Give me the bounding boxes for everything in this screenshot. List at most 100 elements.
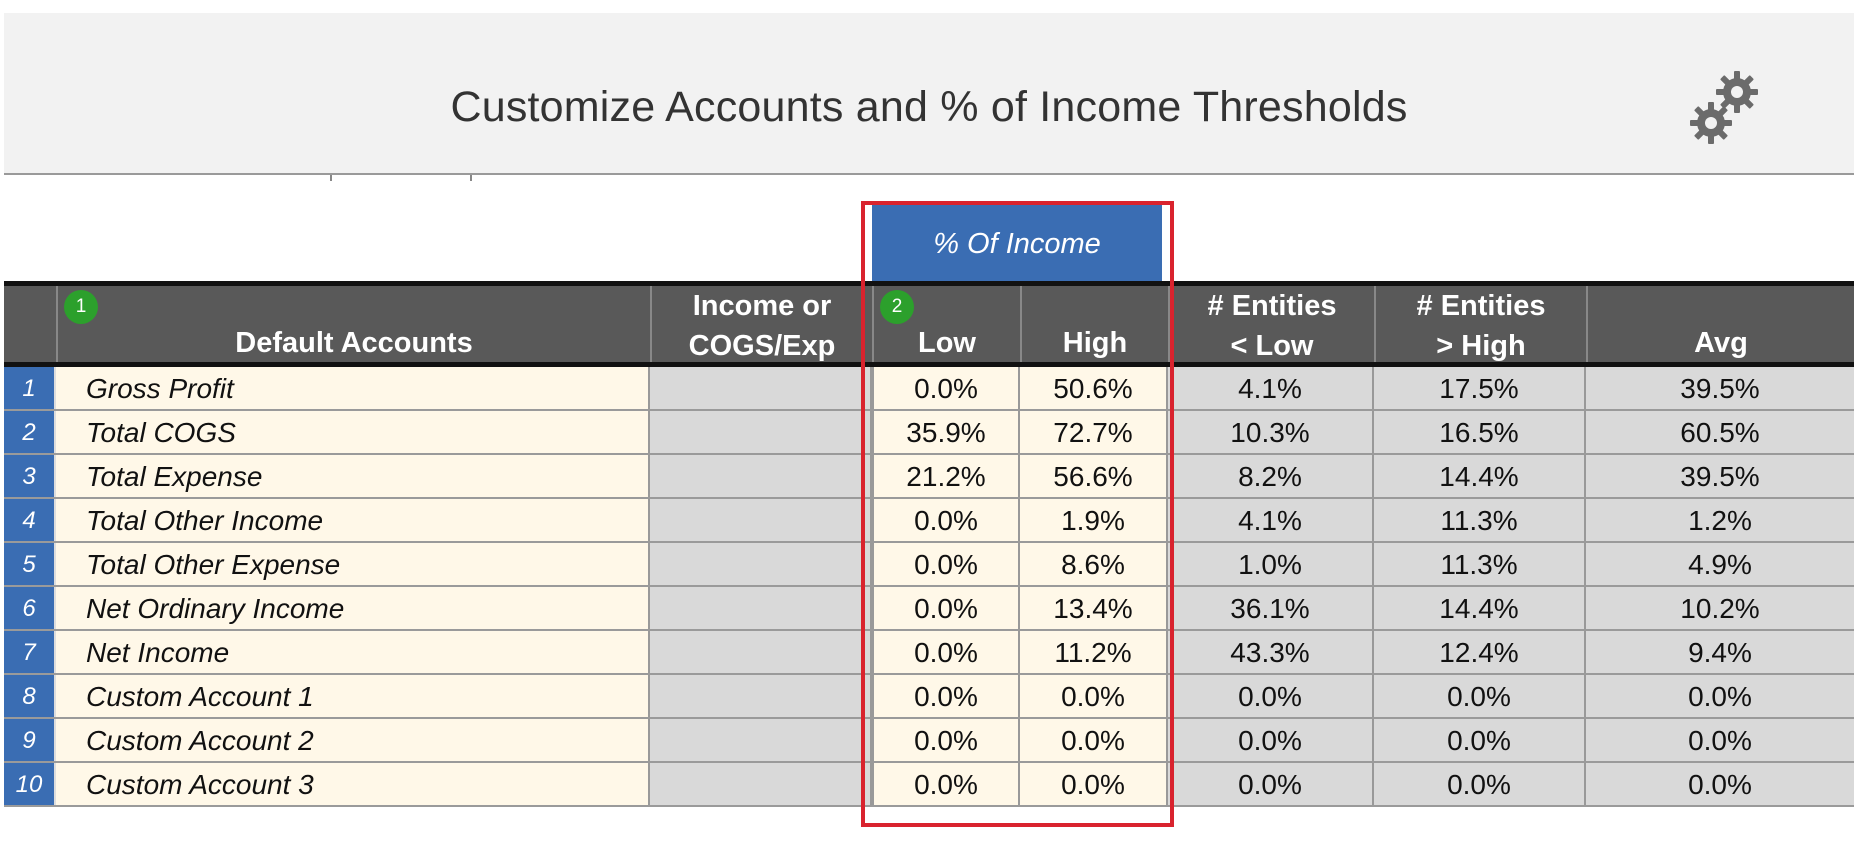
income-type-cell[interactable]	[650, 763, 872, 805]
header-tick-mark	[470, 175, 472, 181]
high-threshold-cell[interactable]: 50.6%	[1020, 367, 1168, 409]
row-number: 2	[4, 411, 56, 453]
page-title: Customize Accounts and % of Income Thres…	[450, 83, 1408, 131]
entities-above-high-cell: 14.4%	[1374, 455, 1586, 497]
row-number: 10	[4, 763, 56, 805]
table-row: 5 Total Other Expense 0.0% 8.6% 1.0% 11.…	[4, 543, 1854, 587]
header-high-label: High	[1062, 327, 1128, 359]
low-threshold-cell[interactable]: 0.0%	[872, 763, 1020, 805]
header-entities-high: # Entities > High	[1374, 286, 1586, 363]
header-entities-low-line1: # Entities	[1207, 290, 1337, 322]
header-bottom-border	[4, 362, 1854, 367]
income-type-cell[interactable]	[650, 499, 872, 541]
account-name-cell[interactable]: Gross Profit	[56, 367, 650, 409]
entities-above-high-cell: 11.3%	[1374, 499, 1586, 541]
avg-cell: 0.0%	[1586, 675, 1854, 717]
entities-above-high-cell: 0.0%	[1374, 675, 1586, 717]
high-threshold-cell[interactable]: 0.0%	[1020, 675, 1168, 717]
income-type-cell[interactable]	[650, 719, 872, 761]
pct-of-income-header: % Of Income	[872, 205, 1162, 283]
account-name-cell[interactable]: Net Income	[56, 631, 650, 673]
table-top-border	[4, 281, 1854, 286]
account-name-cell[interactable]: Net Ordinary Income	[56, 587, 650, 629]
header-low: 2 Low	[872, 286, 1020, 363]
account-name-cell[interactable]: Custom Account 2	[56, 719, 650, 761]
avg-cell: 0.0%	[1586, 763, 1854, 805]
account-name-cell[interactable]: Total Other Expense	[56, 543, 650, 585]
header-avg: Avg	[1586, 286, 1854, 363]
high-threshold-cell[interactable]: 13.4%	[1020, 587, 1168, 629]
step-badge-1: 1	[64, 290, 98, 324]
table-row: 8 Custom Account 1 0.0% 0.0% 0.0% 0.0% 0…	[4, 675, 1854, 719]
row-number: 5	[4, 543, 56, 585]
avg-cell: 9.4%	[1586, 631, 1854, 673]
header-entities-low-line2: < Low	[1230, 330, 1314, 362]
account-name-cell[interactable]: Custom Account 3	[56, 763, 650, 805]
low-threshold-cell[interactable]: 0.0%	[872, 543, 1020, 585]
low-threshold-cell[interactable]: 0.0%	[872, 499, 1020, 541]
row-number: 9	[4, 719, 56, 761]
header-income-or-cogs-line2: COGS/Exp	[688, 330, 836, 362]
high-threshold-cell[interactable]: 1.9%	[1020, 499, 1168, 541]
header-entities-high-line1: # Entities	[1416, 290, 1546, 322]
low-threshold-cell[interactable]: 0.0%	[872, 587, 1020, 629]
header-default-accounts-label: Default Accounts	[235, 327, 473, 359]
header-low-label: Low	[918, 327, 976, 359]
income-type-cell[interactable]	[650, 587, 872, 629]
account-name-cell[interactable]: Total COGS	[56, 411, 650, 453]
row-number: 7	[4, 631, 56, 673]
low-threshold-cell[interactable]: 21.2%	[872, 455, 1020, 497]
header-income-or-cogs-line1: Income or	[692, 290, 832, 322]
low-threshold-cell[interactable]: 0.0%	[872, 367, 1020, 409]
income-type-cell[interactable]	[650, 675, 872, 717]
table-row: 2 Total COGS 35.9% 72.7% 10.3% 16.5% 60.…	[4, 411, 1854, 455]
row-number: 6	[4, 587, 56, 629]
entities-below-low-cell: 1.0%	[1168, 543, 1374, 585]
high-threshold-cell[interactable]: 8.6%	[1020, 543, 1168, 585]
high-threshold-cell[interactable]: 0.0%	[1020, 719, 1168, 761]
account-name-cell[interactable]: Custom Account 1	[56, 675, 650, 717]
high-threshold-cell[interactable]: 11.2%	[1020, 631, 1168, 673]
entities-above-high-cell: 11.3%	[1374, 543, 1586, 585]
low-threshold-cell[interactable]: 35.9%	[872, 411, 1020, 453]
row-number: 8	[4, 675, 56, 717]
avg-cell: 1.2%	[1586, 499, 1854, 541]
entities-above-high-cell: 0.0%	[1374, 763, 1586, 805]
avg-cell: 39.5%	[1586, 455, 1854, 497]
income-type-cell[interactable]	[650, 455, 872, 497]
entities-below-low-cell: 0.0%	[1168, 719, 1374, 761]
row-number: 4	[4, 499, 56, 541]
header-income-or-cogs: Income or COGS/Exp	[650, 286, 872, 363]
entities-below-low-cell: 8.2%	[1168, 455, 1374, 497]
table-row: 1 Gross Profit 0.0% 50.6% 4.1% 17.5% 39.…	[4, 367, 1854, 411]
income-type-cell[interactable]	[650, 367, 872, 409]
low-threshold-cell[interactable]: 0.0%	[872, 675, 1020, 717]
entities-above-high-cell: 17.5%	[1374, 367, 1586, 409]
entities-above-high-cell: 12.4%	[1374, 631, 1586, 673]
high-threshold-cell[interactable]: 0.0%	[1020, 763, 1168, 805]
low-threshold-cell[interactable]: 0.0%	[872, 719, 1020, 761]
entities-above-high-cell: 16.5%	[1374, 411, 1586, 453]
avg-cell: 4.9%	[1586, 543, 1854, 585]
entities-above-high-cell: 14.4%	[1374, 587, 1586, 629]
table-row: 10 Custom Account 3 0.0% 0.0% 0.0% 0.0% …	[4, 763, 1854, 807]
header-row-number	[4, 286, 56, 363]
header-avg-label: Avg	[1694, 327, 1748, 359]
account-name-cell[interactable]: Total Expense	[56, 455, 650, 497]
avg-cell: 10.2%	[1586, 587, 1854, 629]
entities-below-low-cell: 10.3%	[1168, 411, 1374, 453]
high-threshold-cell[interactable]: 56.6%	[1020, 455, 1168, 497]
row-number: 3	[4, 455, 56, 497]
entities-below-low-cell: 0.0%	[1168, 675, 1374, 717]
income-type-cell[interactable]	[650, 631, 872, 673]
high-threshold-cell[interactable]: 72.7%	[1020, 411, 1168, 453]
income-type-cell[interactable]	[650, 411, 872, 453]
entities-below-low-cell: 43.3%	[1168, 631, 1374, 673]
entities-below-low-cell: 4.1%	[1168, 499, 1374, 541]
gears-icon[interactable]	[1689, 68, 1764, 148]
header-entities-high-line2: > High	[1436, 330, 1526, 362]
low-threshold-cell[interactable]: 0.0%	[872, 631, 1020, 673]
income-type-cell[interactable]	[650, 543, 872, 585]
account-name-cell[interactable]: Total Other Income	[56, 499, 650, 541]
table-row: 9 Custom Account 2 0.0% 0.0% 0.0% 0.0% 0…	[4, 719, 1854, 763]
